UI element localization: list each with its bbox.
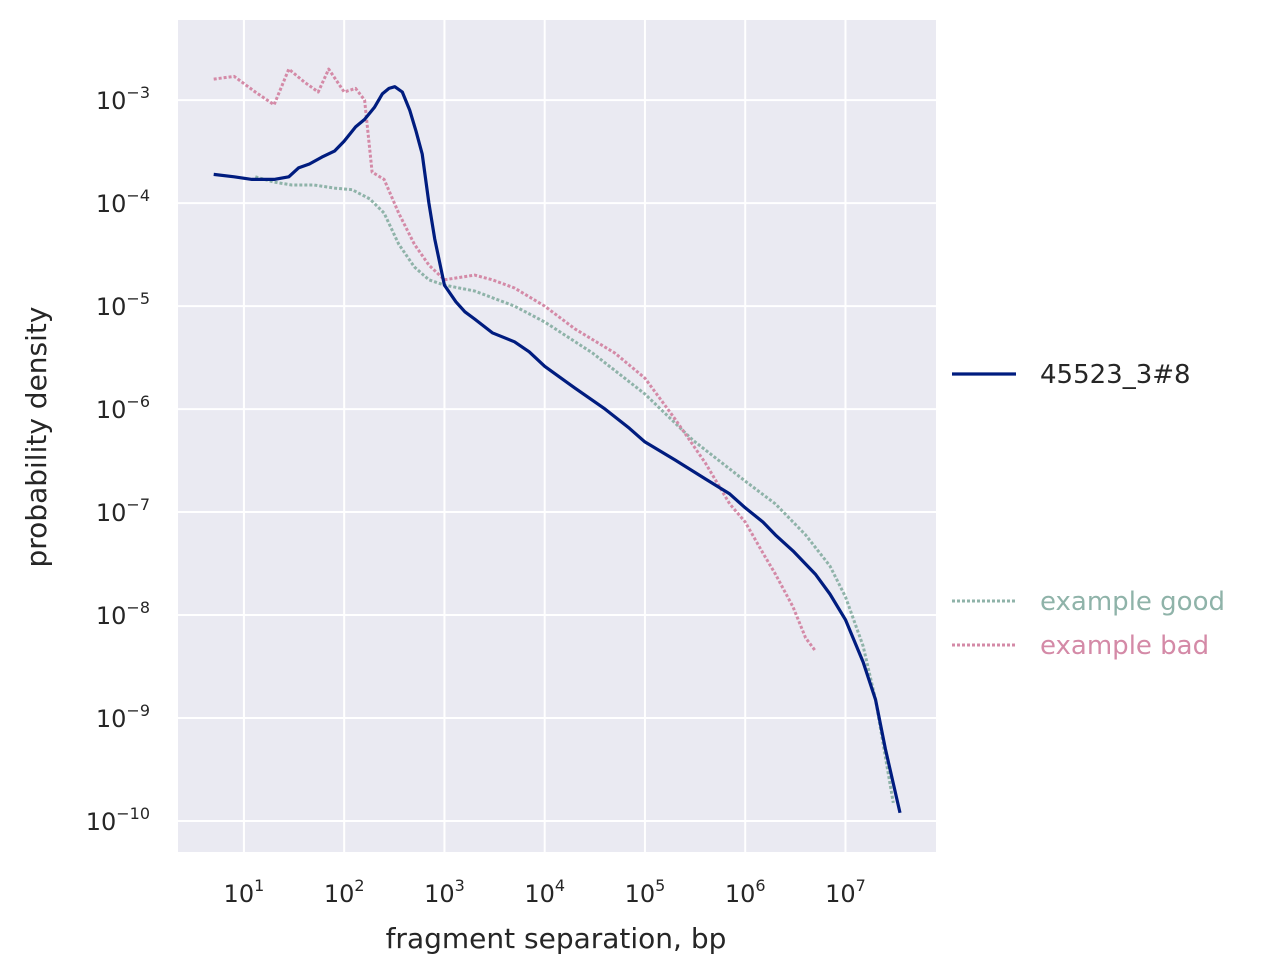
x-tick-label: 106	[725, 876, 766, 908]
y-tick-label: 10−4	[96, 186, 150, 218]
legend-label: example good	[1040, 587, 1225, 617]
x-tick-label: 104	[524, 876, 565, 908]
y-axis-title: probability density	[20, 307, 53, 568]
x-tick-label: 103	[424, 876, 465, 908]
x-tick-label: 107	[825, 876, 866, 908]
x-tick-label: 102	[324, 876, 365, 908]
x-axis-title: fragment separation, bp	[386, 922, 727, 955]
y-tick-label: 10−10	[86, 804, 150, 836]
legend-label: example bad	[1040, 631, 1209, 661]
plot-background	[178, 20, 936, 852]
series-line-45523-3-8	[213, 85, 902, 814]
x-axis-ticks: 101 102 103 104 105 106 107	[224, 876, 866, 908]
y-tick-label: 10−9	[96, 701, 150, 733]
y-tick-label: 10−8	[96, 598, 150, 630]
grid	[178, 20, 936, 852]
legend-label: 45523_3#8	[1040, 360, 1191, 390]
y-tick-label: 10−5	[96, 289, 150, 321]
y-axis-ticks: 10−3 10−4 10−5 10−6 10−7 10−8 10−9 10−10	[86, 83, 150, 836]
y-tick-label: 10−6	[96, 392, 150, 424]
y-tick-label: 10−3	[96, 83, 150, 115]
series-layer	[213, 67, 902, 814]
y-tick-label: 10−7	[96, 495, 150, 527]
x-tick-label: 105	[625, 876, 666, 908]
x-tick-label: 101	[224, 876, 265, 908]
